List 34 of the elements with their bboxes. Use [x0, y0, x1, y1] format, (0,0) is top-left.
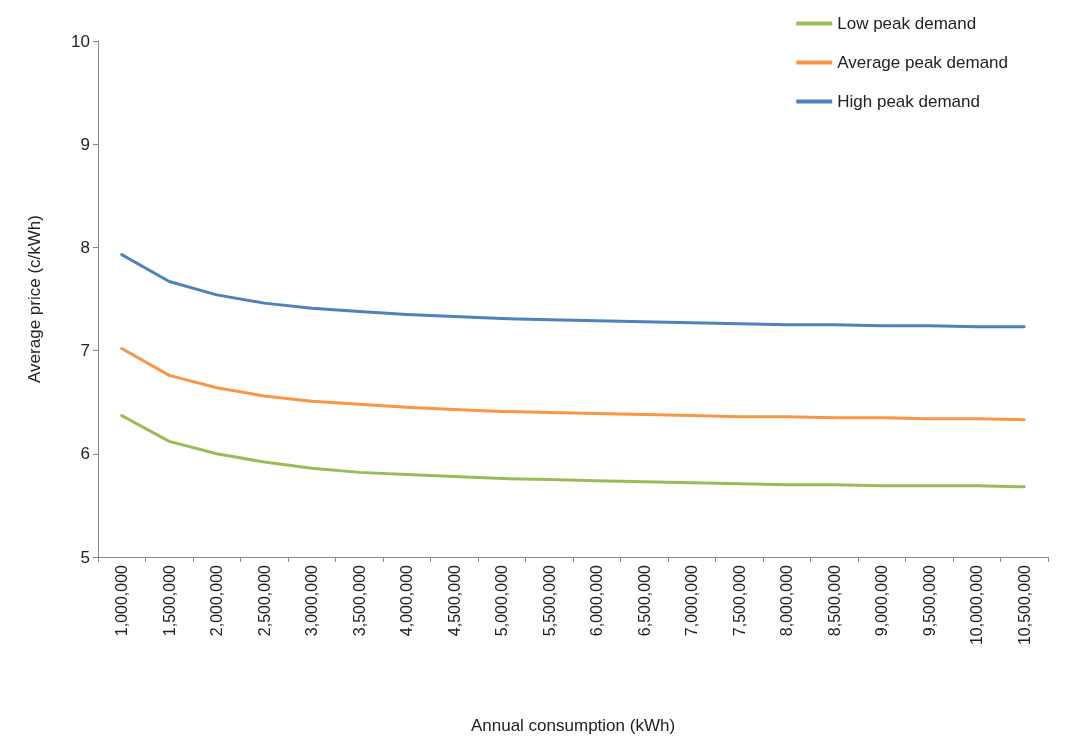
x-tick-label: 1,500,000	[160, 564, 178, 637]
x-tick-label: 9,500,000	[920, 564, 938, 637]
x-tick-label: 4,500,000	[445, 564, 463, 637]
line-series	[120, 253, 1026, 329]
x-tick-label: 8,000,000	[778, 564, 796, 637]
legend-label: Average peak demand	[837, 53, 1009, 72]
x-tick-label: 7,500,000	[730, 564, 748, 637]
legend-label: High peak demand	[837, 92, 980, 111]
x-tick-label: 2,000,000	[208, 564, 226, 637]
x-tick-label: 3,500,000	[350, 564, 368, 637]
x-tick-label: 9,000,000	[873, 564, 891, 637]
x-tick-label: 10,500,000	[1015, 564, 1033, 646]
x-tick-label: 10,000,000	[968, 564, 986, 646]
y-axis-title: Average price (c/kWh)	[25, 215, 44, 383]
y-tick-label: 6	[80, 444, 90, 464]
y-tick-label: 5	[80, 547, 90, 567]
x-tick-label: 7,000,000	[683, 564, 701, 637]
x-tick-label: 3,000,000	[303, 564, 321, 637]
y-tick-label: 8	[80, 237, 90, 257]
x-tick-label: 2,500,000	[255, 564, 273, 637]
x-tick-label: 4,000,000	[398, 564, 416, 637]
line-series	[120, 347, 1026, 422]
x-tick-label: 5,500,000	[540, 564, 558, 637]
legend-label: Low peak demand	[837, 14, 977, 33]
y-tick-label: 9	[80, 134, 90, 154]
x-axis-title: Annual consumption (kWh)	[470, 716, 676, 735]
x-tick-label: 8,500,000	[825, 564, 843, 637]
y-tick-label: 7	[80, 341, 90, 361]
x-tick-label: 6,500,000	[635, 564, 653, 637]
x-tick-label: 1,000,000	[113, 564, 131, 637]
line-series	[120, 414, 1026, 489]
x-tick-label: 6,000,000	[588, 564, 606, 637]
y-tick-label: 10	[71, 31, 90, 51]
x-tick-label: 5,000,000	[493, 564, 511, 637]
